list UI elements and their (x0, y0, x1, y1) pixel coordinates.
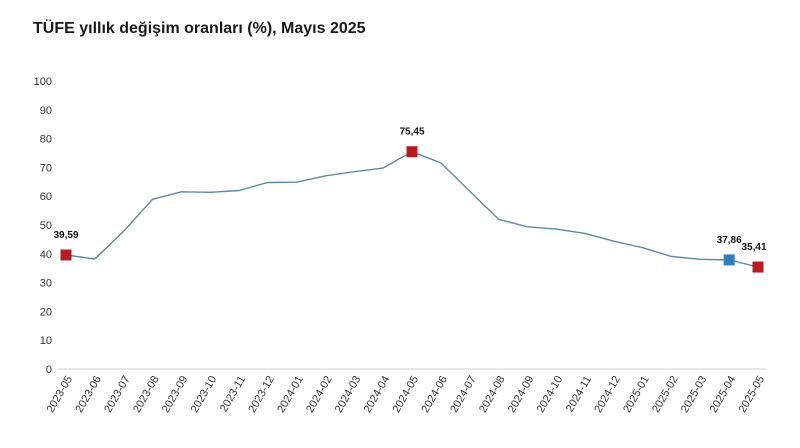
y-tick-label: 60 (40, 191, 52, 203)
x-tick-label: 2023-08 (131, 374, 162, 415)
data-label: 35,41 (741, 242, 766, 253)
x-axis: 2023-052023-062023-072023-082023-092023-… (45, 374, 768, 415)
x-tick-label: 2024-04 (362, 374, 393, 415)
x-tick-label: 2025-01 (621, 374, 652, 415)
x-tick-label: 2025-03 (679, 374, 710, 415)
x-tick-label: 2024-11 (564, 374, 594, 414)
x-tick-label: 2024-08 (477, 374, 508, 415)
x-tick-label: 2025-04 (708, 374, 739, 415)
x-tick-label: 2024-02 (304, 374, 335, 415)
x-tick-label: 2024-10 (535, 374, 566, 415)
x-tick-label: 2024-09 (506, 374, 537, 415)
y-tick-label: 10 (40, 335, 52, 347)
y-axis: 0 10 20 30 40 50 60 70 80 90 100 (34, 76, 52, 376)
x-tick-label: 2023-05 (45, 374, 76, 415)
x-tick-label: 2025-05 (737, 374, 768, 415)
x-tick-label: 2024-03 (333, 374, 364, 415)
series-line (65, 150, 759, 268)
x-tick-label: 2024-05 (391, 374, 422, 415)
x-tick-label: 2023-11 (218, 374, 248, 414)
y-tick-label: 50 (40, 220, 52, 232)
x-tick-label: 2023-10 (189, 374, 220, 415)
chart-title: TÜFE yıllık değişim oranları (%), Mayıs … (33, 20, 366, 37)
data-point-marker (723, 254, 735, 266)
y-tick-label: 20 (40, 306, 52, 318)
data-label: 37,86 (717, 235, 742, 246)
x-tick-label: 2025-02 (650, 374, 681, 415)
y-tick-label: 80 (40, 134, 52, 146)
x-tick-label: 2024-07 (448, 374, 479, 415)
x-tick-label: 2023-06 (73, 374, 104, 415)
x-tick-label: 2023-12 (246, 374, 277, 415)
data-point-marker (60, 249, 72, 261)
data-label: 75,45 (399, 127, 424, 138)
y-tick-label: 100 (34, 76, 52, 88)
y-tick-label: 90 (40, 105, 52, 117)
data-label: 39,59 (53, 230, 78, 241)
y-tick-label: 70 (40, 162, 52, 174)
x-tick-label: 2023-07 (102, 374, 133, 415)
data-point-marker (752, 261, 764, 273)
y-tick-label: 40 (40, 249, 52, 261)
x-tick-label: 2024-01 (275, 374, 306, 415)
y-tick-label: 0 (46, 364, 52, 376)
y-tick-label: 30 (40, 278, 52, 290)
x-tick-label: 2024-06 (419, 374, 450, 415)
x-tick-label: 2024-12 (592, 374, 623, 415)
x-tick-label: 2023-09 (160, 374, 191, 415)
data-point-marker (406, 146, 418, 158)
